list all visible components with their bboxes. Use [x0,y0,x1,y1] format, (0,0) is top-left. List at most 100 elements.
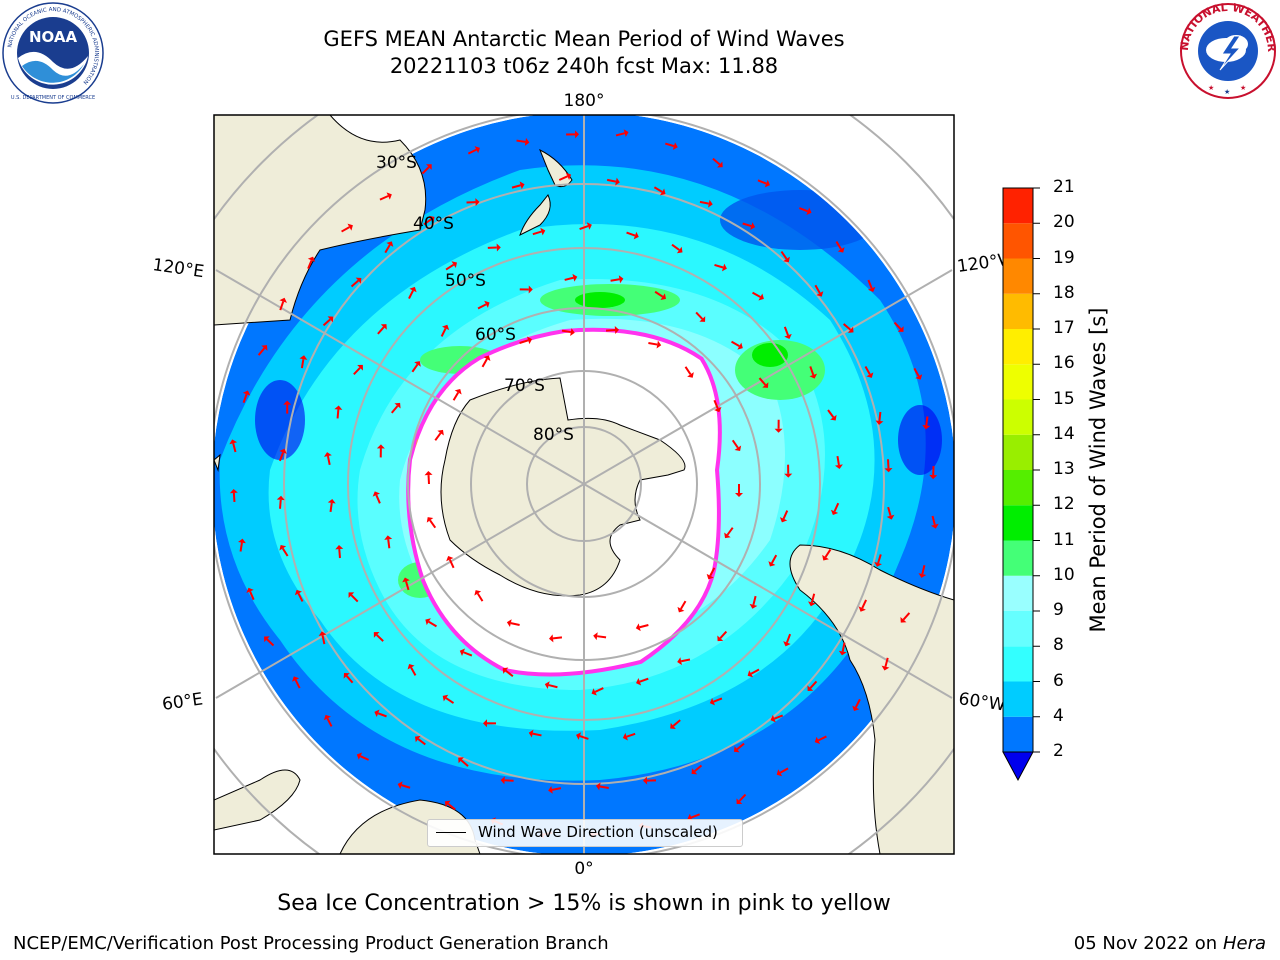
wave-direction-arrow [336,409,340,419]
lon-label-120w: 120°W [956,249,1016,277]
wave-direction-arrowhead [483,355,491,362]
wave-direction-arrow [242,393,248,404]
wave-direction-arrow [232,443,237,453]
wave-direction-arrowhead [717,161,723,168]
wave-direction-arrow [452,391,460,401]
colorbar-tick-label: 11 [1053,529,1075,550]
colorbar-tick-label: 6 [1053,670,1064,691]
wave-direction-arrowhead [502,667,509,674]
wave-direction-arrowhead [444,800,451,807]
wave-direction-arrow [750,668,760,675]
wave-direction-arrow [505,669,514,678]
wave-direction-arrow [379,195,389,201]
wave-direction-arrow [353,367,361,375]
wave-direction-arrowhead [527,336,533,345]
wave-direction-arrow [511,184,521,189]
wave-direction-arrowhead [347,223,353,231]
wave-direction-arrow [564,276,574,281]
wave-direction-arrow [615,132,625,137]
wave-direction-arrowhead [414,735,421,743]
wave-direction-arrowhead [242,390,251,396]
wave-direction-arrowhead [660,188,666,196]
wave-direction-arrowhead [496,243,501,252]
wave-direction-arrow [887,506,892,517]
wave-direction-arrowhead [428,215,435,223]
lat-label-30s: 30°S [376,153,417,173]
lon-label-0: 0° [574,859,593,879]
wave-direction-arrowhead [229,488,238,494]
wave-direction-arrow [326,717,333,727]
wave-direction-arrowhead [323,714,331,721]
wave-direction-arrowhead [437,429,444,436]
wave-direction-arrowhead [814,736,821,744]
wave-direction-arrowhead [441,324,450,331]
wave-direction-arrowhead [770,714,776,723]
wave-direction-arrow [579,225,589,230]
wave-direction-arrow [752,291,761,298]
lon-label-120e: 120°E [151,255,205,282]
wave-direction-arrowhead [572,273,578,282]
wave-direction-arrow [824,549,832,558]
wave-direction-arrow [709,567,716,577]
wave-direction-arrow [390,405,399,414]
wave-direction-arrowhead [816,291,824,297]
wave-direction-arrowhead [736,798,743,805]
wave-direction-arrowhead [721,263,727,272]
wave-direction-arrowhead [783,641,791,647]
wave-direction-arrow [345,675,354,684]
colorbar-tick-label: 13 [1053,459,1075,479]
wave-direction-arrowhead [677,606,685,613]
wave-direction-arrowhead [414,361,421,367]
madagascar-land [214,453,221,472]
noaa-logo: NATIONAL OCEANIC AND ATMOSPHERIC ADMINIS… [2,2,104,104]
wave-direction-arrowhead [229,439,238,445]
sea-ice-footnote: Sea Ice Concentration > 15% is shown in … [277,891,891,916]
wave-direction-arrowhead [593,632,598,641]
wave-direction-arrow [782,510,789,520]
nws-logo: NATIONAL WEATHER SERVICE ★ ★ ★ [1178,2,1278,99]
wave-direction-arrowhead [458,757,464,764]
wave-direction-arrow [510,622,520,626]
wave-direction-arrowhead [758,293,764,301]
wave-direction-arrow [810,593,816,603]
wave-direction-arrow [695,311,704,320]
wave-direction-arrowhead [717,635,724,642]
wave-direction-arrowhead [750,222,756,230]
noaa-logo-text: NOAA [29,28,78,46]
wave-direction-arrowhead [747,670,754,678]
wave-direction-arrow [690,813,701,819]
wave-direction-arrow [279,499,282,509]
wave-direction-arrow [548,684,558,689]
chart-title: GEFS MEAN Antarctic Mean Period of Wind … [323,27,845,51]
wave-direction-arrow [648,342,658,346]
wave-direction-arrowhead [874,561,882,567]
wave-direction-arrowhead [784,473,793,478]
wave-direction-arrowhead [838,650,847,656]
wave-direction-arrow [712,157,721,166]
wave-direction-arrow [752,595,757,606]
colorbar-tick-label: 4 [1053,705,1064,726]
wave-direction-arrowhead [764,179,770,188]
credit-date-host: 05 Nov 2022 on Hera [1074,933,1266,954]
wave-direction-arrowhead [858,606,866,612]
wave-direction-arrow [384,244,391,254]
wave-direction-arrow [552,636,563,640]
wave-direction-arrowhead [623,129,629,138]
wave-direction-arrowhead [586,222,592,230]
wave-direction-arrow [297,593,304,602]
wave-direction-arrowhead [847,326,854,333]
legend-label: Wind Wave Direction (unscaled) [478,823,718,841]
wave-direction-arrowhead [283,400,292,405]
wave-direction-arrow [408,290,414,299]
wave-direction-arrowhead [691,768,698,775]
wave-direction-arrow [519,339,529,344]
new-zealand-south-land [519,194,551,236]
wave-direction-arrowhead [834,464,843,469]
wave-direction-arrow [719,630,728,639]
wave-direction-arrowhead [737,342,743,350]
wave-direction-arrow [434,432,442,441]
wave-direction-arrowhead [714,407,722,413]
colorbar-tick-label: 10 [1053,564,1075,585]
wave-direction-arrowhead [830,414,837,421]
wave-direction-arrow [329,502,333,513]
